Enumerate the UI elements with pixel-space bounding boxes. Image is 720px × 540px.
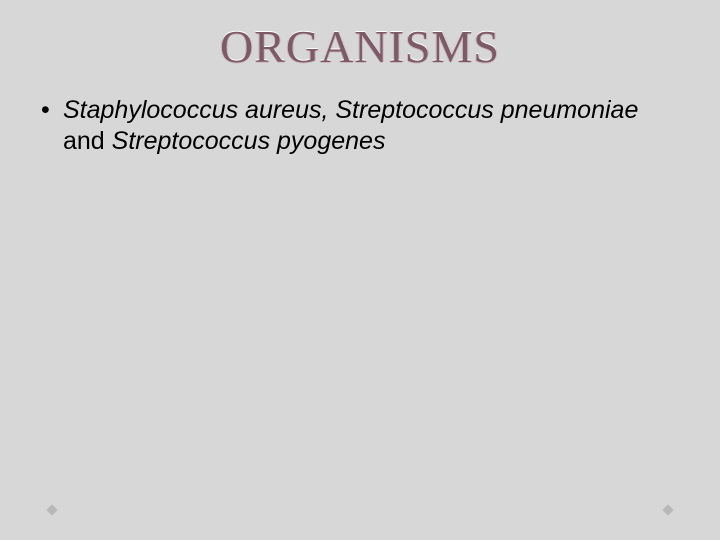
list-item: Staphylococcus aureus, Streptococcus pne… bbox=[35, 95, 685, 158]
slide: ORGANISMS Staphylococcus aureus, Strepto… bbox=[0, 0, 720, 540]
bullet-list: Staphylococcus aureus, Streptococcus pne… bbox=[35, 95, 685, 158]
slide-title: ORGANISMS bbox=[0, 20, 720, 73]
bullet-segment-italic: Staphylococcus aureus, Streptococcus pne… bbox=[63, 96, 638, 124]
slide-content: Staphylococcus aureus, Streptococcus pne… bbox=[0, 95, 720, 158]
diamond-icon bbox=[46, 504, 57, 515]
bullet-segment: and bbox=[63, 127, 112, 155]
diamond-icon bbox=[662, 504, 673, 515]
bullet-segment-italic: Streptococcus pyogenes bbox=[112, 127, 386, 155]
